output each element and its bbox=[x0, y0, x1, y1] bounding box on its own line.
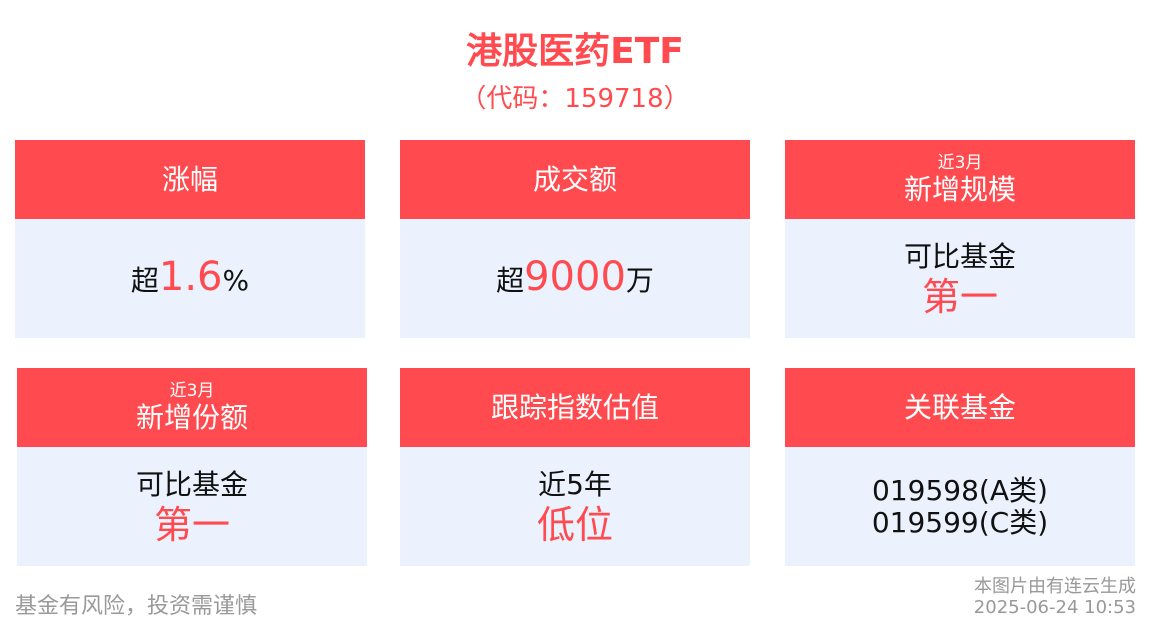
line1: 近5年 bbox=[538, 467, 612, 501]
risk-disclaimer: 基金有风险，投资需谨慎 bbox=[15, 594, 258, 619]
card-related-funds: 关联基金 019598(A类) 019599(C类) bbox=[785, 368, 1135, 566]
card-header: 新增份额 bbox=[135, 400, 248, 434]
line1: 可比基金 bbox=[903, 239, 1016, 273]
generated-stamp: 本图片由有连云生成 2025-06-24 10:53 bbox=[974, 576, 1136, 618]
card-header-small: 近3月 bbox=[937, 152, 983, 173]
card-valuation: 跟踪指数估值 近5年 低位 bbox=[400, 368, 750, 566]
fund-c: 019599(C类) bbox=[871, 505, 1049, 539]
card-change: 涨幅 超1.6% bbox=[15, 140, 365, 338]
prefix: 超 bbox=[130, 263, 159, 297]
fund-a: 019598(A类) bbox=[872, 473, 1048, 507]
card-header-small: 近3月 bbox=[169, 380, 215, 401]
fund-code: （代码：159718） bbox=[460, 84, 690, 114]
line1: 可比基金 bbox=[135, 467, 248, 501]
card-share-growth: 近3月 新增份额 可比基金 第一 bbox=[17, 368, 367, 566]
generated-by: 本图片由有连云生成 bbox=[974, 576, 1136, 597]
suffix: 万 bbox=[625, 263, 654, 297]
line2: 低位 bbox=[536, 502, 613, 547]
value: 9000 bbox=[524, 253, 626, 300]
timestamp: 2025-06-24 10:53 bbox=[973, 597, 1136, 618]
card-header: 成交额 bbox=[532, 162, 617, 196]
card-turnover: 成交额 超9000万 bbox=[400, 140, 750, 338]
line2: 第一 bbox=[153, 502, 230, 547]
value: 1.6 bbox=[158, 253, 223, 300]
card-header: 新增规模 bbox=[903, 172, 1016, 206]
card-header: 跟踪指数估值 bbox=[490, 390, 659, 424]
suffix: % bbox=[222, 263, 250, 297]
card-header: 涨幅 bbox=[161, 162, 218, 196]
prefix: 超 bbox=[496, 263, 525, 297]
page-title: 港股医药ETF bbox=[466, 31, 684, 72]
line2: 第一 bbox=[921, 274, 998, 319]
card-header: 关联基金 bbox=[903, 390, 1016, 424]
card-scale-growth: 近3月 新增规模 可比基金 第一 bbox=[785, 140, 1135, 338]
